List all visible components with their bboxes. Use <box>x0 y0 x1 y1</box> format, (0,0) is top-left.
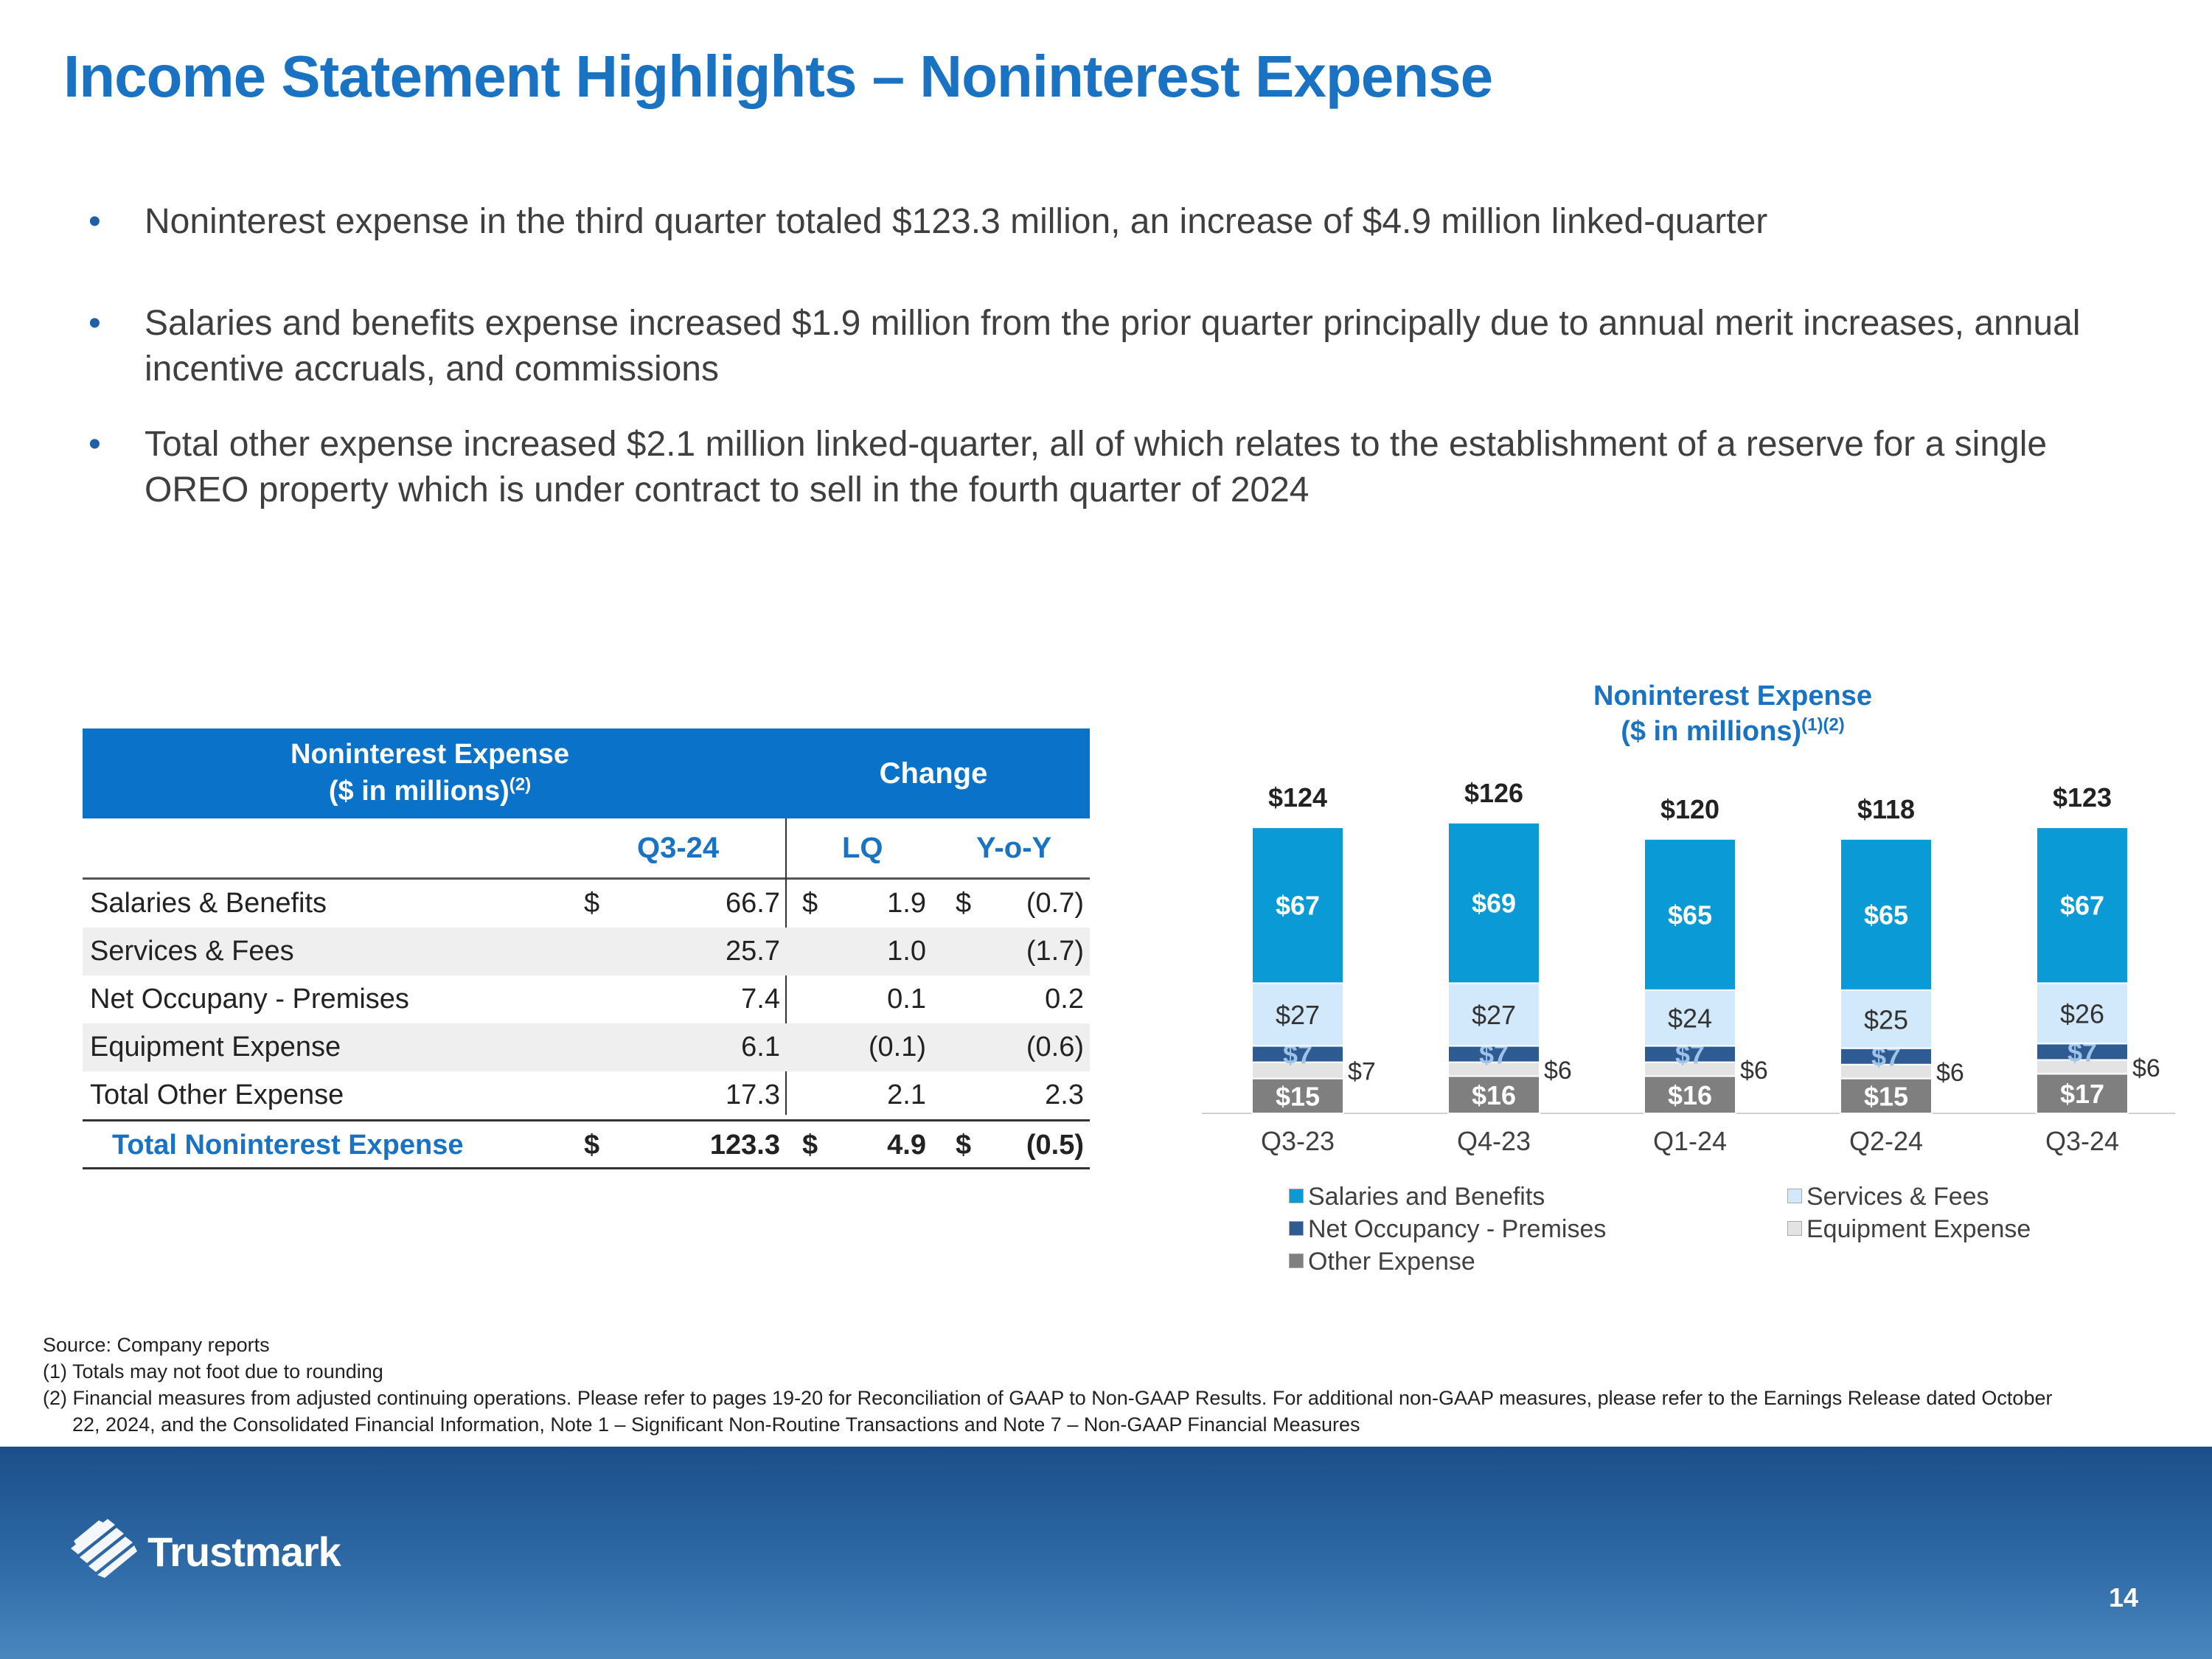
bullet-list: • Noninterest expense in the third quarte… <box>86 199 2121 569</box>
x-tick-label: Q2-24 <box>1849 1126 1923 1156</box>
legend-item: Other Expense <box>1289 1248 1475 1276</box>
legend-item: Services & Fees <box>1787 1183 1989 1211</box>
footnotes: Source: Company reports (1) Totals may n… <box>43 1332 2181 1438</box>
bar-segment <box>1840 1077 1933 1115</box>
footnote-source: Source: Company reports <box>43 1334 270 1356</box>
bar-segment <box>1840 838 1933 991</box>
table-header-title: Noninterest Expense ($ in millions)(2) <box>291 739 569 807</box>
bar-segment <box>1840 989 1933 1049</box>
footnote-2: (2) Financial measures from adjusted con… <box>43 1387 2053 1409</box>
bar-segment <box>1644 838 1736 991</box>
total-label: $123 <box>2053 782 2112 813</box>
noninterest-expense-chart: Noninterest Expense ($ in millions)(1)(2… <box>1194 671 2183 1290</box>
footer-band <box>0 1447 2212 1659</box>
data-label: $7 <box>1348 1058 1376 1086</box>
bullet-item: • Salaries and benefits expense increased… <box>86 301 2121 392</box>
footnote-2-cont: 22, 2024, and the Consolidated Financial… <box>72 1413 1360 1436</box>
data-label: $27 <box>1472 1000 1516 1030</box>
change-header: Change <box>879 757 988 790</box>
data-label: $17 <box>2060 1079 2104 1109</box>
bullet-dot: • <box>88 304 101 343</box>
x-tick-label: Q4-23 <box>1457 1126 1531 1156</box>
brand-name: Trustmark <box>147 1528 341 1575</box>
data-label: $67 <box>1276 891 1320 921</box>
bar-segment <box>1447 821 1540 984</box>
bar-segment <box>1251 1077 1344 1115</box>
legend-label: Services & Fees <box>1806 1183 1989 1211</box>
bullet-item: • Noninterest expense in the third quarte… <box>86 199 2121 245</box>
legend-label: Net Occupancy - Premises <box>1308 1215 1607 1243</box>
expense-table: Noninterest Expense ($ in millions)(2) C… <box>83 728 1090 1169</box>
x-tick-label: Q1-24 <box>1653 1126 1727 1156</box>
data-label: $15 <box>1276 1081 1320 1111</box>
bar-segment <box>1251 827 1344 984</box>
col-q3-24: Q3-24 <box>637 832 720 864</box>
legend-swatch <box>1787 1221 1802 1236</box>
legend-item: Net Occupancy - Premises <box>1289 1215 1606 1244</box>
col-yoy: Y-o-Y <box>976 832 1052 864</box>
data-label: $16 <box>1668 1080 1712 1110</box>
data-label: $6 <box>1936 1059 1964 1087</box>
table-subheader: Q3-24 LQ Y-o-Y <box>83 818 1090 880</box>
bar-segment <box>2036 827 2129 984</box>
bullet-dot: • <box>88 425 101 464</box>
page-number: 14 <box>2108 1582 2138 1613</box>
total-label: $118 <box>1857 794 1915 824</box>
bar-segment <box>1644 1075 1736 1114</box>
legend-label: Equipment Expense <box>1806 1215 2031 1243</box>
data-label: $65 <box>1668 900 1712 930</box>
table-row: Services & Fees 25.7 1.0 (1.7) <box>83 928 1090 975</box>
data-label: $15 <box>1864 1081 1908 1111</box>
data-label: $67 <box>2060 891 2104 921</box>
chart-title: Noninterest Expense ($ in millions)(1)(2… <box>1593 681 1872 747</box>
legend-swatch <box>1289 1189 1304 1203</box>
data-label: $24 <box>1668 1004 1712 1034</box>
data-label: $16 <box>1472 1080 1516 1110</box>
x-tick-label: Q3-24 <box>2045 1126 2119 1156</box>
chart-plot: $15$7$7$27$67$124Q3-23$16$6$7$27$69$126Q… <box>1202 778 2175 1156</box>
data-label: $25 <box>1864 1004 1908 1034</box>
legend-label: Salaries and Benefits <box>1308 1183 1545 1211</box>
legend-swatch <box>1289 1221 1304 1236</box>
legend-swatch <box>1787 1189 1802 1203</box>
table-header: Noninterest Expense ($ in millions)(2) C… <box>83 728 1090 818</box>
data-label: $6 <box>1544 1057 1572 1085</box>
table-total-row: Total Noninterest Expense $ 123.3 $ 4.9 … <box>83 1119 1090 1169</box>
total-label: $126 <box>1464 778 1523 808</box>
col-lq: LQ <box>842 832 883 864</box>
data-label: $69 <box>1472 888 1516 919</box>
data-label: $65 <box>1864 900 1908 930</box>
table-row: Net Occupany - Premises 7.4 0.1 0.2 <box>90 984 1084 1015</box>
bar-segment <box>1447 1075 1540 1114</box>
bar-segment <box>2036 982 2129 1045</box>
total-label: $124 <box>1268 782 1327 813</box>
legend-swatch <box>1289 1253 1304 1268</box>
page-title: Income Statement Highlights – Noninteres… <box>63 44 1493 109</box>
table-row: Total Other Expense 17.3 2.1 2.3 <box>90 1079 1084 1110</box>
total-label: $120 <box>1660 794 1719 824</box>
table-row: Equipment Expense 6.1 (0.1) (0.6) <box>83 1023 1090 1071</box>
x-tick-label: Q3-23 <box>1261 1126 1335 1156</box>
data-label: $26 <box>2060 998 2104 1029</box>
bullet-item: • Total other expense increased $2.1 mill… <box>86 422 2121 513</box>
data-label: $6 <box>2132 1054 2160 1082</box>
footnote-1: (1) Totals may not foot due to rounding <box>43 1360 383 1382</box>
table-row: Salaries & Benefits $ 66.7 $ 1.9 $ (0.7) <box>90 888 1084 919</box>
data-label: $6 <box>1740 1057 1768 1085</box>
trustmark-logo-icon <box>71 1519 137 1578</box>
bar-segment <box>1447 982 1540 1047</box>
legend-item: Salaries and Benefits <box>1289 1183 1545 1211</box>
legend-label: Other Expense <box>1308 1248 1475 1276</box>
data-label: $27 <box>1276 1000 1320 1030</box>
legend-item: Equipment Expense <box>1787 1215 2031 1244</box>
bullet-dot: • <box>88 202 101 241</box>
